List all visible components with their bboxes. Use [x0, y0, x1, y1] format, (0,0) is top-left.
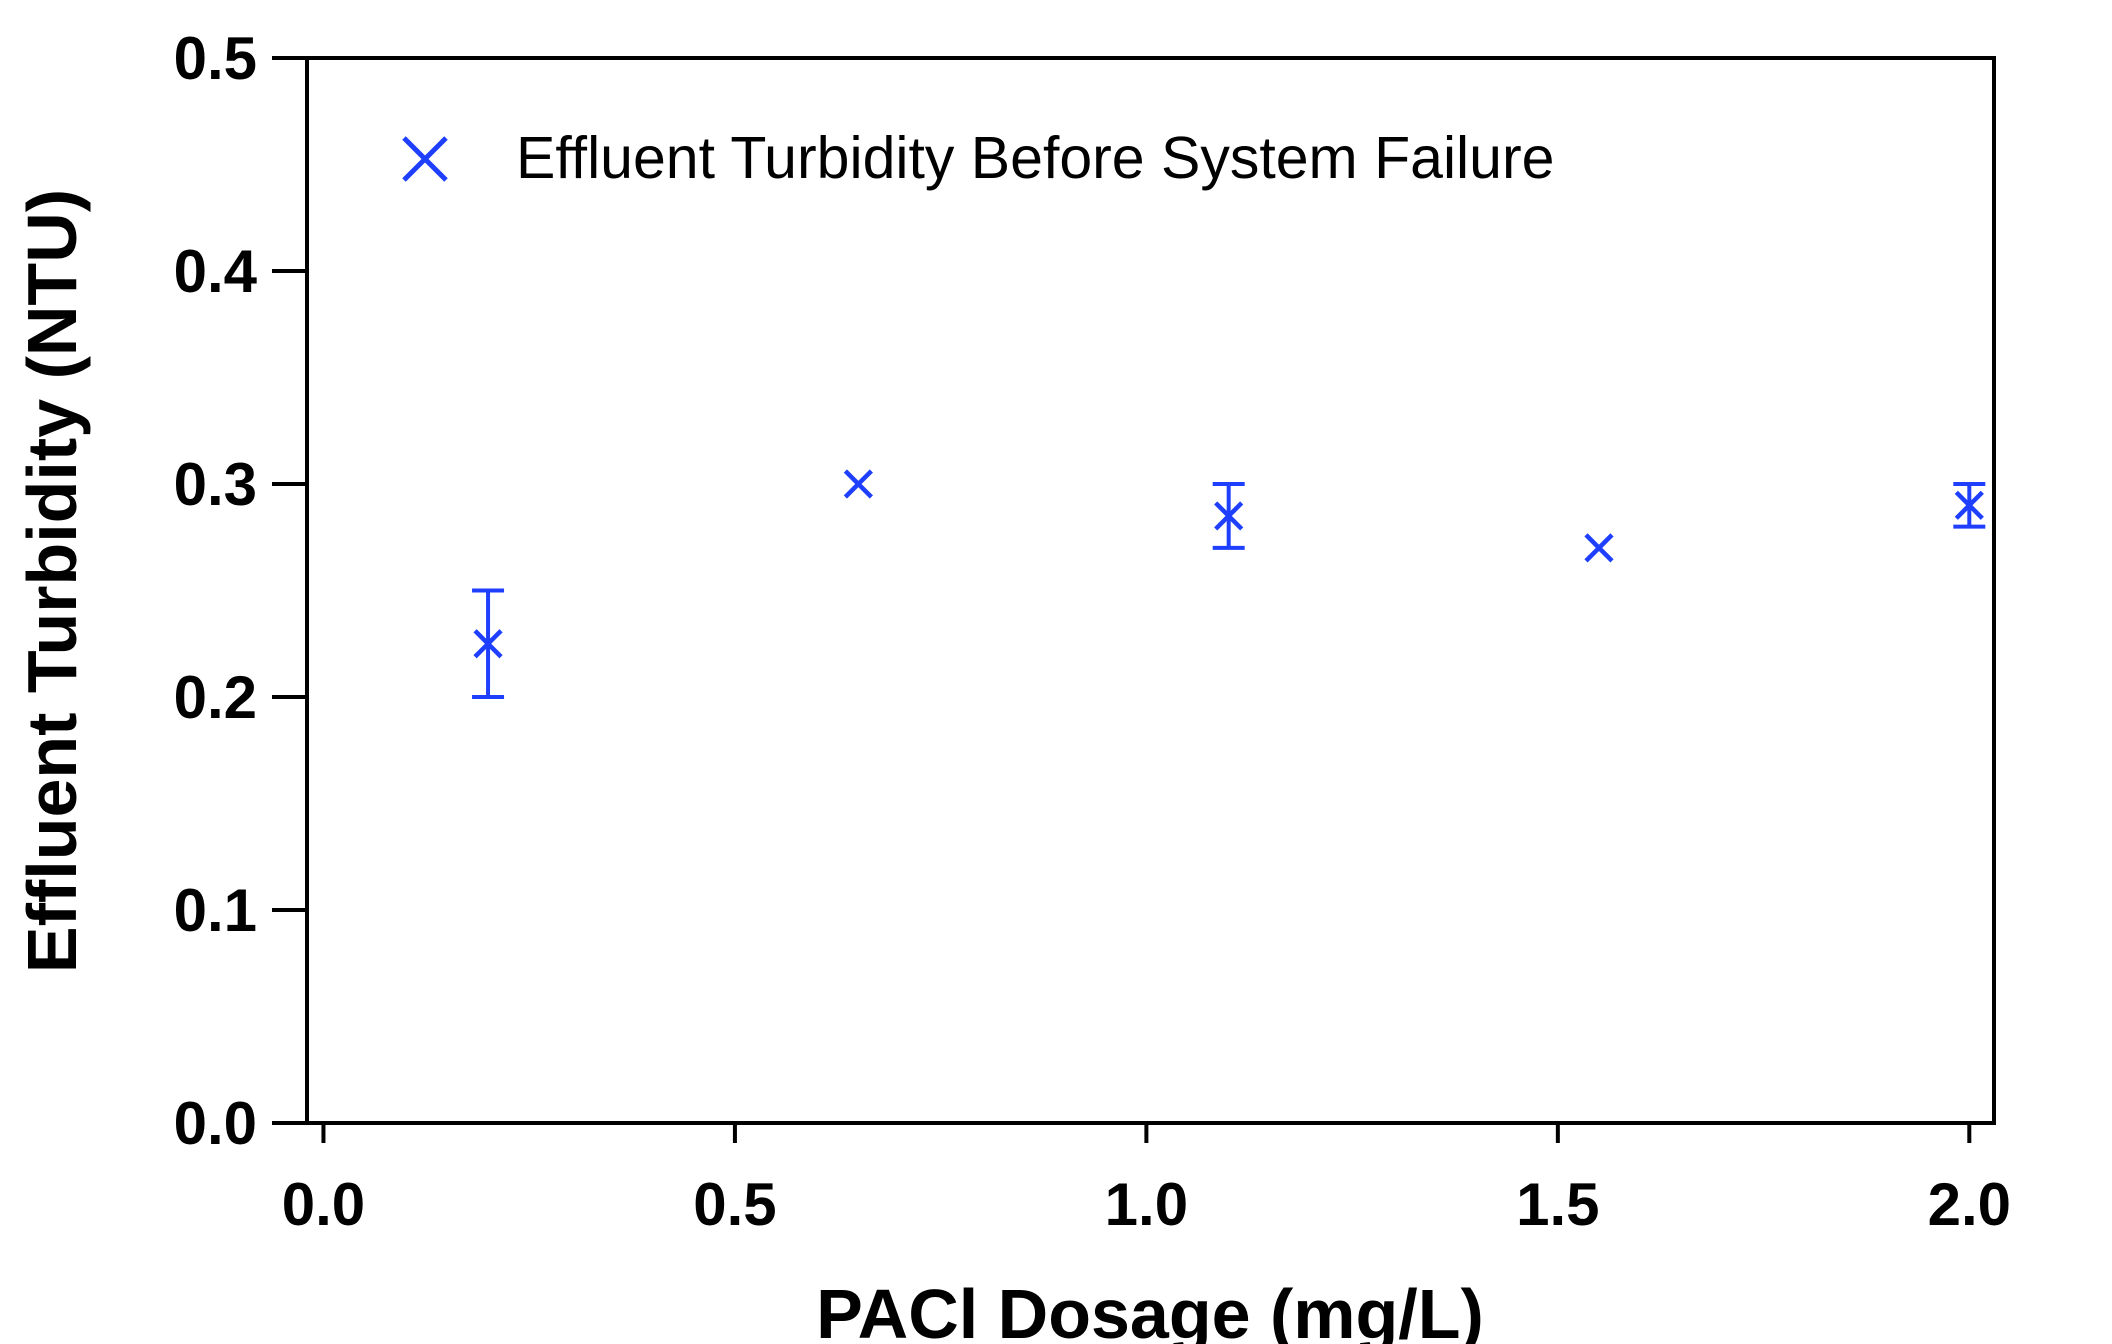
x-tick-label: 0.0	[282, 1171, 365, 1238]
x-marker	[473, 629, 503, 659]
x-marker	[1954, 490, 1984, 520]
y-tick-label: 0.4	[174, 238, 258, 305]
x-tick-label: 0.5	[693, 1171, 776, 1238]
legend: Effluent Turbidity Before System Failure	[402, 125, 1554, 191]
x-marker	[843, 469, 873, 499]
legend-marker-icon	[402, 136, 448, 182]
data-point	[1584, 533, 1614, 563]
y-tick-label: 0.2	[174, 664, 257, 731]
x-marker	[1584, 533, 1614, 563]
y-tick-label: 0.0	[174, 1090, 257, 1157]
x-marker	[1214, 501, 1244, 531]
legend-label: Effluent Turbidity Before System Failure	[516, 125, 1554, 191]
x-tick-label: 2.0	[1928, 1171, 2011, 1238]
x-tick-label: 1.0	[1105, 1171, 1188, 1238]
data-point	[472, 588, 505, 699]
y-tick-label: 0.5	[174, 25, 257, 92]
y-tick-label: 0.1	[174, 877, 257, 944]
x-tick-label: 1.5	[1516, 1171, 1599, 1238]
series-layer	[472, 469, 1986, 699]
x-axis-title: PACl Dosage (mg/L)	[816, 1275, 1484, 1344]
data-point	[1953, 482, 1986, 529]
data-point	[843, 469, 873, 499]
y-tick-label: 0.3	[174, 451, 257, 518]
plot-frame	[305, 56, 1996, 1125]
y-axis: 0.0 0.1 0.2 0.3 0.4 0.5 Effluent Turbidity (N…	[13, 25, 309, 1157]
x-axis: 0.0 0.5 1.0 1.5 2.0 PACl Dosage (mg/L)	[282, 1121, 2011, 1344]
data-point	[1212, 482, 1245, 550]
y-axis-title: Effluent Turbidity (NTU)	[13, 189, 91, 973]
